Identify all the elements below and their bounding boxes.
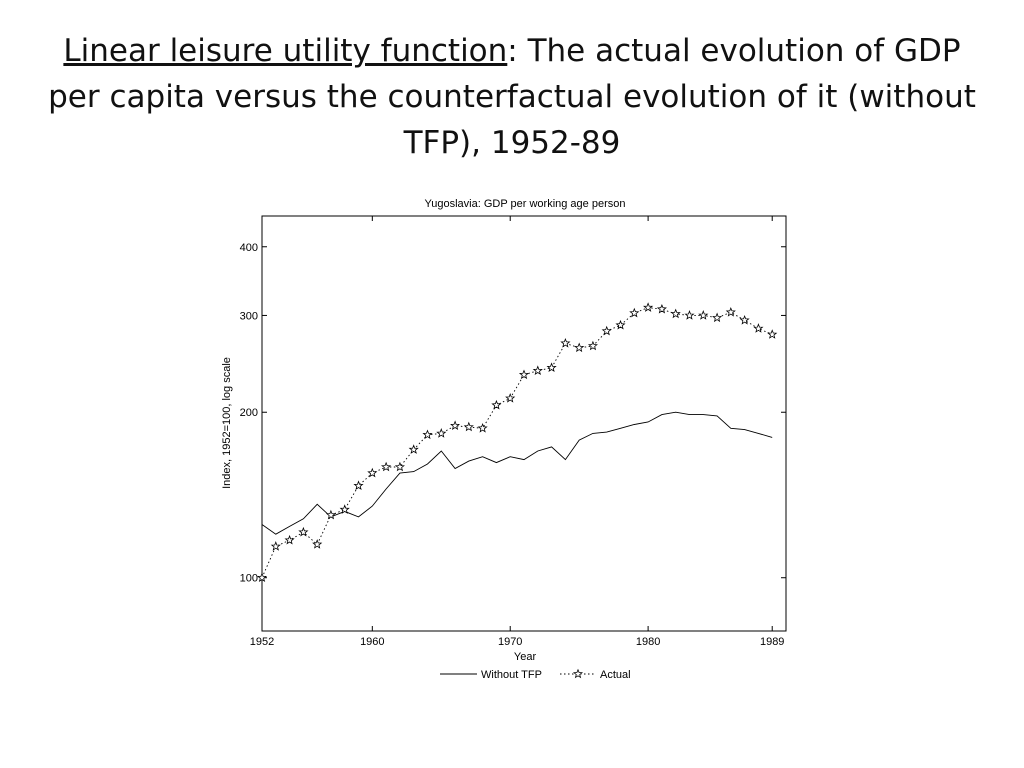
actual-point-1960	[367, 467, 378, 478]
actual-point-1978	[615, 319, 626, 330]
actual-point-1982	[670, 308, 681, 319]
actual-point-1972	[532, 365, 543, 376]
actual-point-1979	[629, 307, 640, 318]
actual-point-1974	[560, 337, 571, 348]
actual-point-1980	[643, 302, 654, 312]
actual-point-1964	[422, 429, 433, 440]
actual-point-1961	[381, 461, 392, 472]
legend-star-shape	[572, 668, 584, 679]
actual-point-1986	[725, 306, 736, 317]
actual-point-1955	[298, 526, 309, 537]
axes: 1952 1960 1970 1980 1989 100 200 300 400	[240, 216, 786, 648]
actual-point-1966	[450, 420, 461, 431]
y-axis-label: Index, 1952=100, log scale	[221, 357, 233, 489]
series-line-actual	[261, 307, 773, 578]
actual-point-1957	[325, 509, 336, 520]
y-tick-label-400: 400	[240, 242, 258, 254]
actual-point-1983	[684, 310, 695, 320]
x-tick-label-1989: 1989	[760, 636, 784, 648]
legend: Without TFP Actual	[440, 668, 631, 681]
actual-point-1954	[284, 534, 295, 545]
actual-point-1963	[408, 444, 419, 454]
actual-point-1981	[656, 303, 667, 314]
x-tick-label-1960: 1960	[360, 636, 384, 648]
actual-point-1976	[587, 340, 598, 351]
chart-title: Yugoslavia: GDP per working age person	[425, 198, 626, 210]
slide-title: Linear leisure utility function: The act…	[40, 28, 984, 166]
y-tick-label-300: 300	[240, 310, 258, 322]
actual-point-1969	[491, 399, 502, 410]
actual-point-1977	[601, 325, 612, 336]
actual-point-1956	[312, 539, 323, 549]
actual-point-1989	[767, 329, 778, 339]
x-axis-label: Year	[514, 651, 537, 663]
legend-label-without-tfp: Without TFP	[481, 669, 542, 681]
actual-point-1970	[505, 392, 516, 403]
actual-point-1952	[256, 572, 268, 583]
actual-point-1959	[353, 480, 364, 491]
actual-point-1958	[339, 504, 350, 514]
actual-point-1987	[739, 314, 750, 325]
actual-point-1967	[463, 421, 474, 432]
actual-point-1975	[574, 342, 585, 353]
actual-point-1953	[270, 541, 281, 551]
x-tick-label-1980: 1980	[636, 636, 660, 648]
legend-label-actual: Actual	[600, 669, 631, 681]
slide-title-underlined: Linear leisure utility function	[63, 33, 508, 69]
x-tick-label-1952: 1952	[250, 636, 274, 648]
actual-point-1965	[436, 428, 447, 438]
actual-point-1988	[753, 323, 764, 333]
actual-point-1971	[518, 369, 530, 380]
legend-star-marker	[572, 668, 584, 679]
y-tick-label-100: 100	[240, 573, 258, 585]
actual-point-1968	[477, 422, 488, 433]
actual-point-1984	[698, 310, 709, 320]
actual-point-1962	[394, 461, 405, 472]
slide-title-rest: : The actual evolution of GDP per capita…	[48, 33, 976, 161]
plot-frame	[261, 215, 787, 632]
series-layer	[256, 302, 778, 583]
actual-point-1973	[546, 362, 557, 373]
x-tick-label-1970: 1970	[498, 636, 522, 648]
series-line-without-tfp	[261, 411, 773, 535]
y-tick-label-200: 200	[240, 407, 258, 419]
actual-point-1985	[712, 312, 723, 323]
